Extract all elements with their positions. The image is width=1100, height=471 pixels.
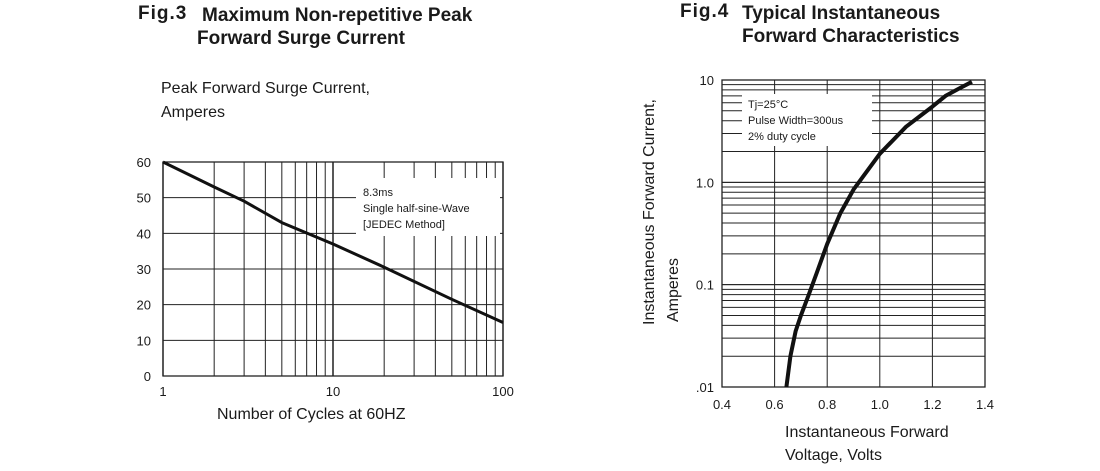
fig4-ylabel-line1: Instantaneous Forward Current,	[641, 99, 658, 325]
fig3-annotation-line2: Single half-sine-Wave	[363, 203, 470, 215]
fig4-xtick-label: 1.2	[923, 397, 941, 412]
fig4-forward-curve	[784, 80, 973, 388]
fig4-xlabel-line2: Voltage, Volts	[785, 447, 882, 464]
fig3-plot-frame	[162, 161, 504, 377]
fig3-title-line2: Forward Surge Current	[197, 28, 405, 49]
fig3-annotation-line1: 8.3ms	[363, 187, 393, 199]
fig4-ytick-label: 1.0	[696, 175, 714, 190]
fig4-plot-frame	[721, 79, 986, 388]
fig4-title-line1: Typical Instantaneous	[742, 3, 941, 24]
fig3-annotation-line3: [JEDEC Method]	[363, 219, 445, 231]
fig4-ylabel-line2: Amperes	[665, 258, 682, 322]
fig3-ytick-label: 50	[137, 191, 151, 206]
fig4-xtick-label: 0.8	[818, 397, 836, 412]
fig3-ytick-label: 30	[137, 262, 151, 277]
fig3-ylabel-line1: Peak Forward Surge Current,	[161, 80, 370, 97]
fig4-ytick-label: 0.1	[696, 278, 714, 293]
fig3-ylabel-line2: Amperes	[161, 104, 226, 121]
fig4-annotation-line1: Tj=25°C	[748, 99, 788, 111]
fig3-xlabel: Number of Cycles at 60HZ	[217, 406, 406, 423]
fig4-xtick-label: 0.4	[713, 397, 731, 412]
fig3-ytick-label: 10	[137, 333, 151, 348]
fig4-xtick-label: 0.6	[766, 397, 784, 412]
fig4-annotation-box	[742, 94, 872, 146]
fig3-tick-labels: 0 10 20 30 40 50 60 1 10 100	[137, 155, 514, 399]
fig3-ytick-label: 0	[144, 369, 151, 384]
fig3-xtick-label: 100	[492, 384, 514, 399]
fig4-xtick-label: 1.0	[871, 397, 889, 412]
fig4-title-line2: Forward Characteristics	[742, 26, 960, 47]
fig4-ytick-label: 10	[700, 73, 714, 88]
fig3-ytick-label: 20	[137, 298, 151, 313]
fig3-number: Fig.3	[138, 3, 188, 24]
fig4-xlabel-line1: Instantaneous Forward	[785, 424, 949, 441]
fig3-ytick-label: 60	[137, 155, 151, 170]
fig3-title-line1: Maximum Non-repetitive Peak	[202, 5, 473, 26]
fig4-grid	[721, 79, 986, 388]
fig3-xtick-label: 10	[326, 384, 340, 399]
fig3-ytick-label: 40	[137, 226, 151, 241]
fig3-xtick-label: 1	[159, 384, 166, 399]
fig3-surge-curve	[162, 160, 504, 324]
fig4-tick-labels: 0.4 0.6 0.8 1.0 1.2 1.4 .01 0.1 1.0 10	[696, 73, 994, 412]
fig4-annotation-line3: 2% duty cycle	[748, 131, 816, 143]
fig4-number: Fig.4	[680, 1, 730, 22]
fig3-annotation-box	[356, 178, 500, 236]
fig4-ytick-label: .01	[696, 380, 714, 395]
fig4-annotation-line2: Pulse Width=300us	[748, 115, 844, 127]
fig4-xtick-label: 1.4	[976, 397, 994, 412]
